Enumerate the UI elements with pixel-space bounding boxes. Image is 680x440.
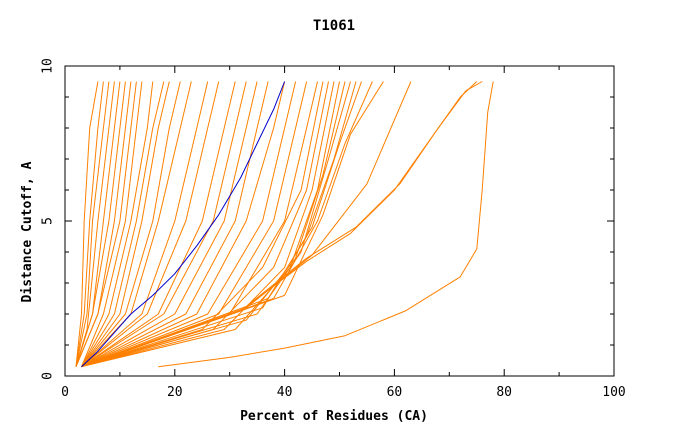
series-line-9 (81, 81, 143, 367)
x-tick-label: 20 (167, 385, 183, 400)
series-line-2 (75, 81, 104, 367)
series-line-38 (158, 81, 494, 368)
x-tick-label: 40 (277, 385, 293, 400)
series-line-10 (81, 81, 154, 367)
x-tick-label: 100 (602, 385, 625, 400)
x-tick-label: 60 (387, 385, 403, 400)
series-line-21 (81, 81, 286, 368)
series-line-12 (81, 81, 170, 367)
series-line-37 (81, 81, 483, 368)
y-tick-label: 0 (41, 372, 56, 380)
series-line-25 (81, 81, 324, 368)
x-axis-label: Percent of Residues (CA) (240, 409, 428, 424)
series-line-17 (81, 81, 236, 368)
y-tick-label: 10 (41, 58, 56, 74)
highlight-layer (81, 81, 286, 368)
highlight-series-line (81, 81, 286, 368)
series-line-13 (81, 81, 181, 368)
y-tick-label: 5 (41, 217, 56, 225)
y-axis-label: Distance Cutoff, A (20, 161, 35, 302)
y-axis: 0 5 10 (41, 58, 614, 380)
series-line-14 (81, 81, 192, 368)
series-line-19 (81, 81, 258, 368)
series-line-27 (81, 81, 335, 368)
x-tick-label: 0 (61, 385, 69, 400)
series-line-15 (81, 81, 209, 368)
series-line-3 (75, 81, 110, 367)
chart-title: T1061 (313, 18, 355, 34)
series-line-22 (81, 81, 297, 368)
series-line-29 (81, 81, 346, 368)
series-line-11 (81, 81, 165, 367)
x-tick-label: 80 (496, 385, 512, 400)
series-line-6 (75, 81, 126, 367)
series-line-16 (81, 81, 220, 368)
series-line-32 (81, 81, 362, 368)
series-line-20 (81, 81, 269, 368)
series-line-1 (75, 81, 99, 367)
series-line-18 (81, 81, 247, 368)
curves (75, 81, 494, 368)
series-line-8 (75, 81, 137, 367)
series-line-23 (81, 81, 308, 368)
series-line-30 (81, 81, 351, 368)
x-axis: 0 20 40 60 80 100 (61, 66, 626, 400)
